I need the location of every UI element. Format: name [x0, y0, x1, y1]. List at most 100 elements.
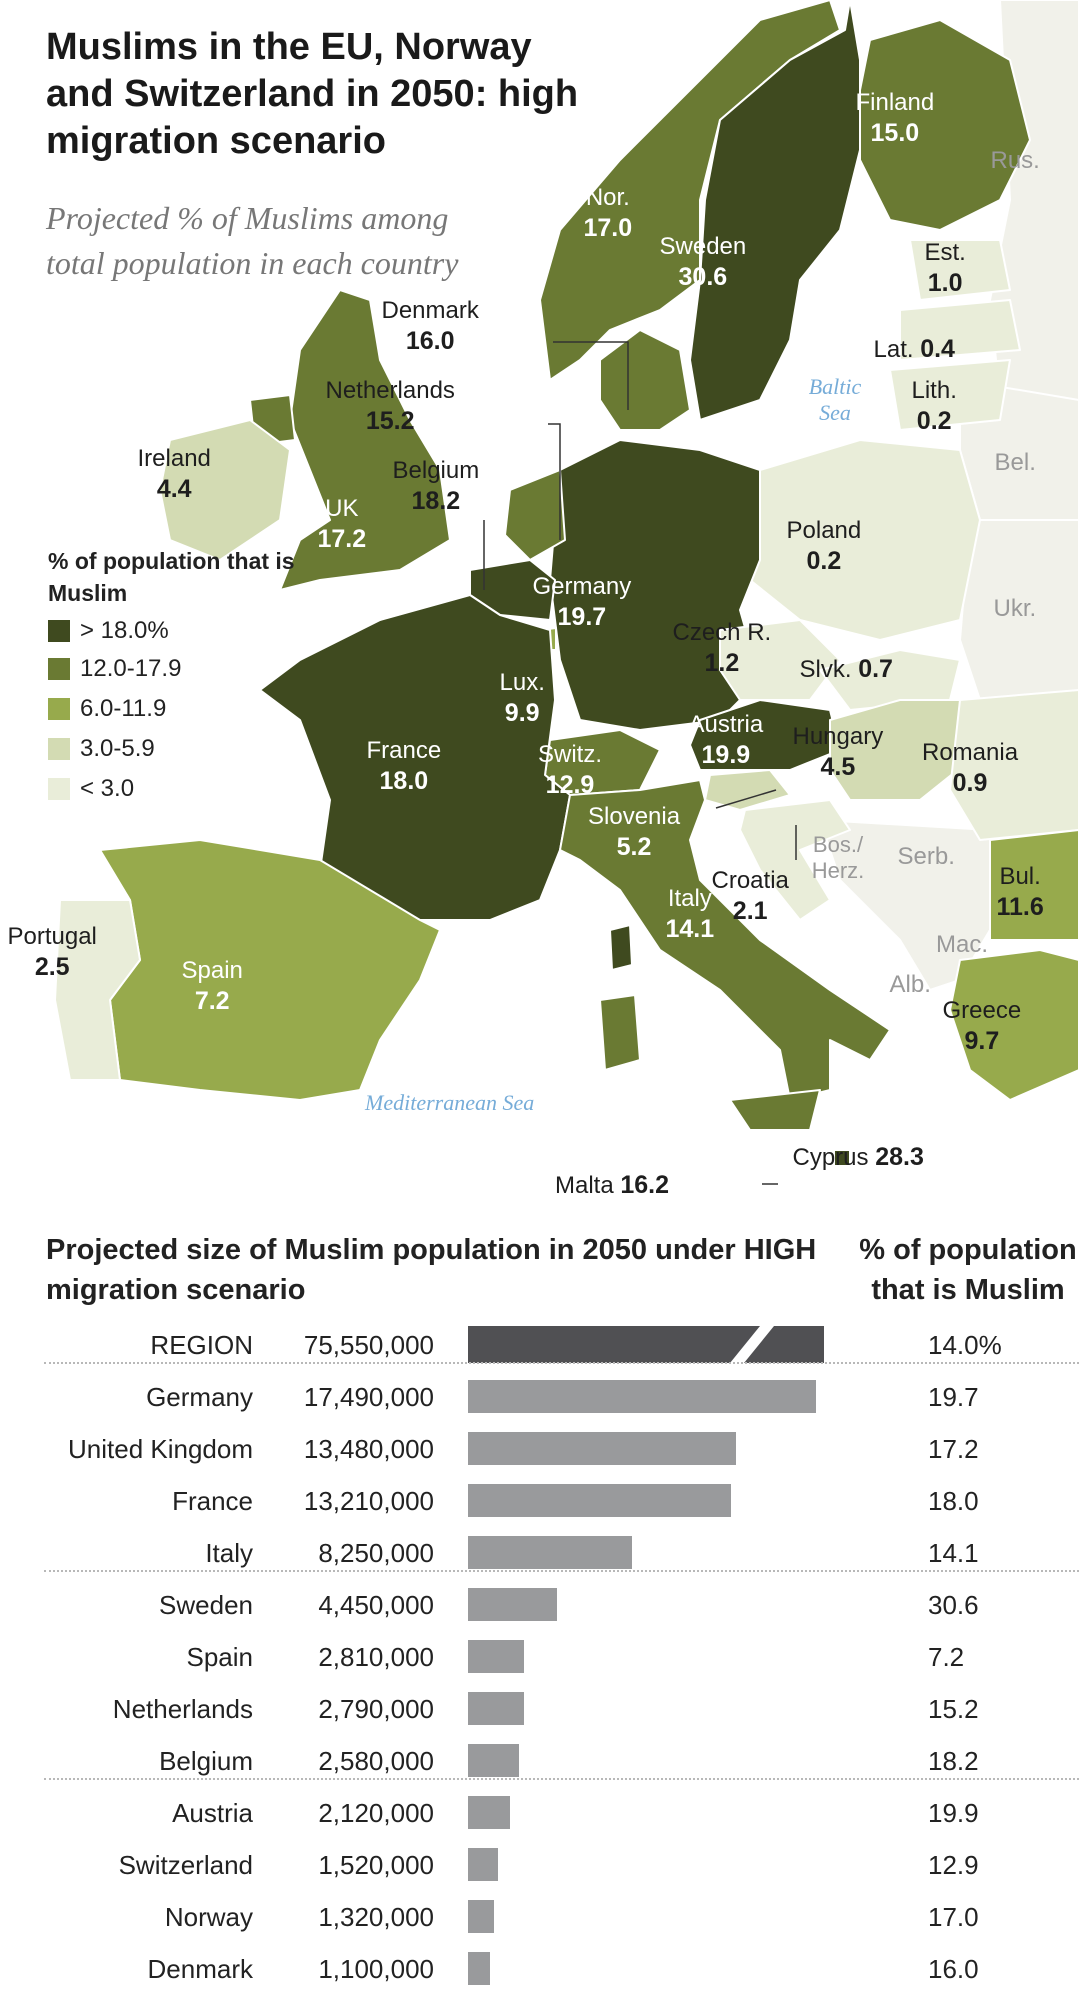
label-value: 0.2: [916, 407, 952, 435]
label-name: Malta: [555, 1172, 614, 1199]
map: Muslims in the EU, Norway and Switzerlan…: [8, 0, 1079, 1200]
pct-column-header: % of population that is Muslim: [859, 1234, 1077, 1306]
country-latvia: [899, 299, 1021, 361]
label-value: 0.9: [952, 769, 988, 797]
legend-title: % of population that is Muslim: [48, 548, 295, 606]
label-value: 17.0: [583, 214, 633, 242]
label-norway: Nor. 17.0: [584, 183, 633, 243]
bar-row-pct: 17.2: [928, 1434, 979, 1464]
bar-row-pct: 30.6: [928, 1590, 979, 1620]
label-luxembourg: Lux. 9.9: [500, 668, 545, 728]
legend-swatch: [48, 778, 70, 800]
bar-row: Switzerland 1,520,000 12.9: [0, 1838, 1079, 1890]
bar-row-population: 2,580,000: [318, 1746, 434, 1776]
bar-row-population: 13,210,000: [303, 1486, 434, 1516]
label-name: Hungary: [792, 723, 884, 750]
label-name: Romania: [922, 739, 1019, 766]
label-name: Lux.: [499, 669, 545, 696]
bar-row-name: Switzerland: [118, 1850, 253, 1880]
bar-row-name: United Kingdom: [68, 1434, 253, 1464]
leader-netherlands: [548, 423, 561, 540]
label-name: UK: [325, 495, 359, 522]
country-denmark: [599, 329, 691, 431]
group-separator: [44, 1778, 1079, 1780]
legend-swatch: [48, 658, 70, 680]
label-name: Greece: [942, 997, 1022, 1024]
label-name: Switz.: [538, 741, 603, 768]
label-macedonia: Mac.: [936, 931, 989, 958]
region-name: REGION: [150, 1330, 253, 1360]
country-slovakia: [819, 649, 961, 711]
bar-chart-title: Projected size of Muslim population in 2…: [46, 1234, 817, 1306]
sea-label-baltic: Baltic Sea: [808, 374, 862, 425]
group-separator: [44, 1362, 1079, 1364]
bar-row-population: 8,250,000: [318, 1538, 434, 1568]
label-belgium: Belgium 18.2: [393, 456, 480, 516]
legend-label: 3.0-5.9: [80, 735, 155, 762]
label-hungary: Hungary 4.5: [793, 722, 884, 782]
label-name: Netherlands: [325, 377, 455, 404]
label-cyprus: Cyprus 28.3: [793, 1142, 924, 1173]
page-title: Muslims in the EU, Norway and Switzerlan…: [46, 26, 579, 162]
country-netherlands: [504, 469, 566, 561]
bar: [468, 1536, 632, 1569]
group-separator: [44, 1570, 1079, 1572]
legend-label: < 3.0: [80, 775, 135, 802]
legend-item: 12.0-17.9: [48, 655, 181, 683]
label-uk: UK 17.2: [318, 494, 367, 554]
bar: [468, 1380, 816, 1413]
label-czech: Czech R. 1.2: [673, 618, 772, 678]
label-russia: Rus.: [990, 147, 1040, 174]
label-croatia: Croatia 2.1: [712, 866, 789, 926]
label-value: 9.7: [964, 1027, 1000, 1055]
bar-row-pct: 19.9: [928, 1798, 979, 1828]
label-value: 14.1: [665, 915, 715, 943]
label-slovenia: Slovenia 5.2: [588, 802, 680, 862]
bar-row: France 13,210,000 18.0: [0, 1474, 1079, 1526]
label-denmark: Denmark 16.0: [382, 296, 479, 356]
bar: [468, 1640, 524, 1673]
region-row: REGION 75,550,000 14.0%: [0, 1318, 1079, 1370]
label-name: Spain: [181, 957, 243, 984]
label-name: Cyprus: [792, 1144, 869, 1171]
label-value: 1.0: [927, 269, 963, 297]
label-name: Portugal: [7, 923, 97, 950]
label-sweden: Sweden 30.6: [660, 232, 747, 292]
bar-row-name: Italy: [205, 1538, 253, 1568]
region-population: 75,550,000: [303, 1330, 434, 1360]
label-poland: Poland 0.2: [787, 516, 862, 576]
label-value: 16.0: [405, 327, 455, 355]
bar: [468, 1744, 519, 1777]
bar-row-population: 1,100,000: [318, 1954, 434, 1984]
bar-row: Belgium 2,580,000 18.2: [0, 1734, 1079, 1786]
label-portugal: Portugal 2.5: [8, 922, 97, 982]
bar-row-name: Spain: [186, 1642, 254, 1672]
label-name: Austria: [688, 711, 764, 738]
label-spain: Spain 7.2: [182, 956, 243, 1016]
bar: [468, 1588, 557, 1621]
label-finland: Finland 15.0: [856, 88, 935, 148]
europe-map-svg: [54, 0, 1079, 1185]
label-malta: Malta 16.2: [555, 1170, 669, 1200]
island-sicily: [729, 1089, 821, 1131]
label-value: 9.9: [504, 699, 540, 727]
label-lithuania: Lith. 0.2: [912, 376, 957, 436]
label-value: 30.6: [678, 263, 728, 291]
bar-row: United Kingdom 13,480,000 17.2: [0, 1422, 1079, 1474]
country-finland: [859, 19, 1031, 231]
label-name: Germany: [532, 573, 632, 600]
label-switzerland: Switz. 12.9: [538, 740, 602, 800]
country-lithuania: [889, 359, 1011, 431]
bar-row: Netherlands 2,790,000 15.2: [0, 1682, 1079, 1734]
label-value: 19.7: [557, 603, 607, 631]
label-value: 5.2: [616, 833, 652, 861]
label-name: France: [366, 737, 442, 764]
bar-row-pct: 18.2: [928, 1746, 979, 1776]
cyprus-marker: [833, 1149, 851, 1167]
country-croatia: [739, 799, 851, 921]
sea-label-mediterranean: Mediterranean Sea: [365, 1090, 535, 1115]
country-czech: [719, 619, 841, 701]
legend-item: < 3.0: [48, 775, 134, 803]
label-latvia: Lat. 0.4: [874, 334, 955, 365]
country-estonia: [909, 239, 1011, 301]
